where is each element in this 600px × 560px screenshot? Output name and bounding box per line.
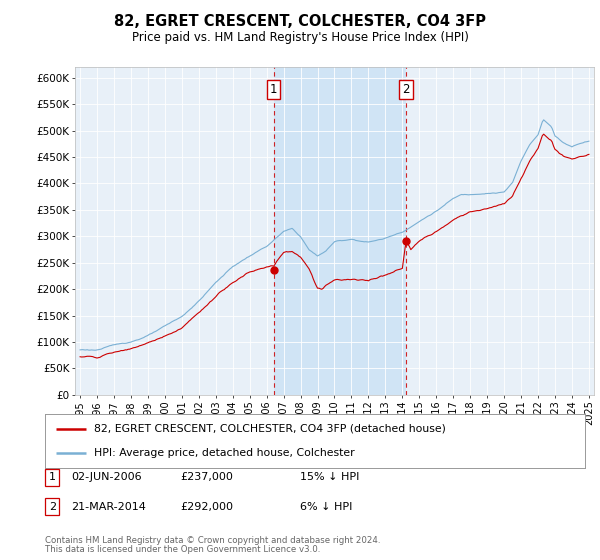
Text: £292,000: £292,000 (180, 502, 233, 512)
Text: 82, EGRET CRESCENT, COLCHESTER, CO4 3FP (detached house): 82, EGRET CRESCENT, COLCHESTER, CO4 3FP … (94, 424, 445, 434)
Bar (274, 67, 406, 395)
Text: Contains HM Land Registry data © Crown copyright and database right 2024.: Contains HM Land Registry data © Crown c… (45, 536, 380, 545)
Text: 02-JUN-2006: 02-JUN-2006 (71, 472, 142, 482)
Text: 2: 2 (49, 502, 56, 512)
Text: This data is licensed under the Open Government Licence v3.0.: This data is licensed under the Open Gov… (45, 545, 320, 554)
Text: 15% ↓ HPI: 15% ↓ HPI (300, 472, 359, 482)
Text: £237,000: £237,000 (180, 472, 233, 482)
Text: 82, EGRET CRESCENT, COLCHESTER, CO4 3FP: 82, EGRET CRESCENT, COLCHESTER, CO4 3FP (114, 14, 486, 29)
Text: 2: 2 (403, 83, 410, 96)
Text: HPI: Average price, detached house, Colchester: HPI: Average price, detached house, Colc… (94, 448, 354, 458)
Text: 1: 1 (270, 83, 278, 96)
Text: 21-MAR-2014: 21-MAR-2014 (71, 502, 146, 512)
Text: Price paid vs. HM Land Registry's House Price Index (HPI): Price paid vs. HM Land Registry's House … (131, 31, 469, 44)
Text: 1: 1 (49, 472, 56, 482)
Text: 6% ↓ HPI: 6% ↓ HPI (300, 502, 352, 512)
